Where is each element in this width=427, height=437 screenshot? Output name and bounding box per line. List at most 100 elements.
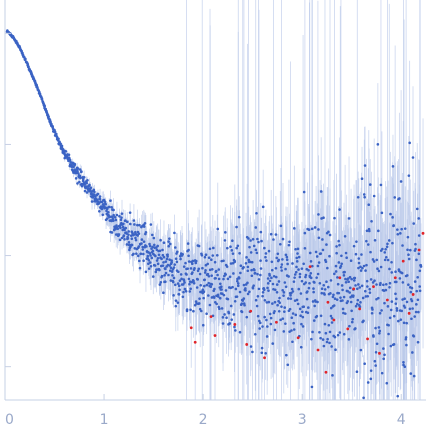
data-point [201,323,205,327]
data-point [100,207,104,211]
data-point [251,237,255,241]
data-point [300,279,304,283]
data-point [298,307,302,311]
data-point [164,267,167,271]
data-point [263,246,266,250]
data-point [142,259,145,263]
data-point [229,262,233,265]
data-point [408,141,411,145]
data-point [186,242,190,245]
data-point [60,144,64,148]
data-point [299,345,303,349]
data-point [359,301,362,304]
outlier-point [275,320,278,324]
data-point [134,238,138,242]
data-point [390,300,394,303]
data-point [172,266,176,269]
data-point [349,300,353,304]
data-point [161,248,164,252]
data-point [294,313,298,317]
data-point [174,304,178,308]
data-point [396,394,400,398]
data-point [419,265,423,268]
data-point [265,301,269,304]
data-point [216,273,219,277]
data-point [412,222,416,225]
data-point [326,285,330,289]
data-point [342,274,346,277]
data-point [336,333,340,337]
data-point [161,253,165,257]
data-point [313,226,317,229]
data-point [242,283,246,287]
data-point [168,264,171,267]
data-point [381,247,384,251]
data-point [250,274,254,278]
data-point [403,227,407,230]
data-point [170,261,173,264]
data-point [379,183,383,187]
data-point [418,285,422,288]
data-point [132,252,135,256]
data-point [291,290,295,293]
data-point [265,318,268,322]
data-point [205,283,209,287]
data-point [318,330,321,334]
data-point [26,62,30,66]
data-point [98,197,102,201]
data-point [316,272,320,276]
data-point [270,268,274,272]
data-point [352,244,356,248]
data-point [177,284,181,288]
data-point [24,57,27,61]
data-point [193,303,197,307]
data-point [407,283,410,286]
outlier-point [296,336,300,340]
data-point [362,319,365,323]
data-point [133,247,137,250]
data-point [281,237,285,241]
data-point [286,262,289,266]
data-point [137,259,141,263]
data-point [355,302,359,306]
data-point [169,266,173,270]
data-point [177,270,180,274]
data-point [105,209,108,213]
data-point [256,295,260,298]
data-point [147,262,150,266]
data-point [120,216,123,219]
data-point [246,281,249,285]
data-point [277,258,281,262]
data-point [78,180,81,184]
data-point [198,272,202,276]
data-point [314,300,317,303]
data-point [270,276,273,280]
data-point [360,253,363,256]
data-point [304,281,308,284]
data-point [246,265,250,269]
data-point [278,301,281,305]
data-point [343,270,346,274]
data-point [141,245,144,249]
data-point [319,252,323,255]
outlier-point [338,276,342,280]
data-point [325,280,328,283]
data-point [392,314,396,318]
data-point [211,268,214,271]
data-point [162,291,165,295]
data-point [259,259,262,262]
data-point [222,277,225,281]
data-point [86,178,89,182]
data-point [248,245,251,249]
data-point [202,296,205,300]
data-point [350,309,353,313]
data-point [312,287,315,290]
data-point [309,276,313,280]
data-point [119,218,123,222]
data-point [164,280,167,284]
data-point [331,295,335,299]
data-point [187,260,191,263]
data-point [409,248,412,252]
data-point [79,176,82,180]
data-point [379,281,382,285]
